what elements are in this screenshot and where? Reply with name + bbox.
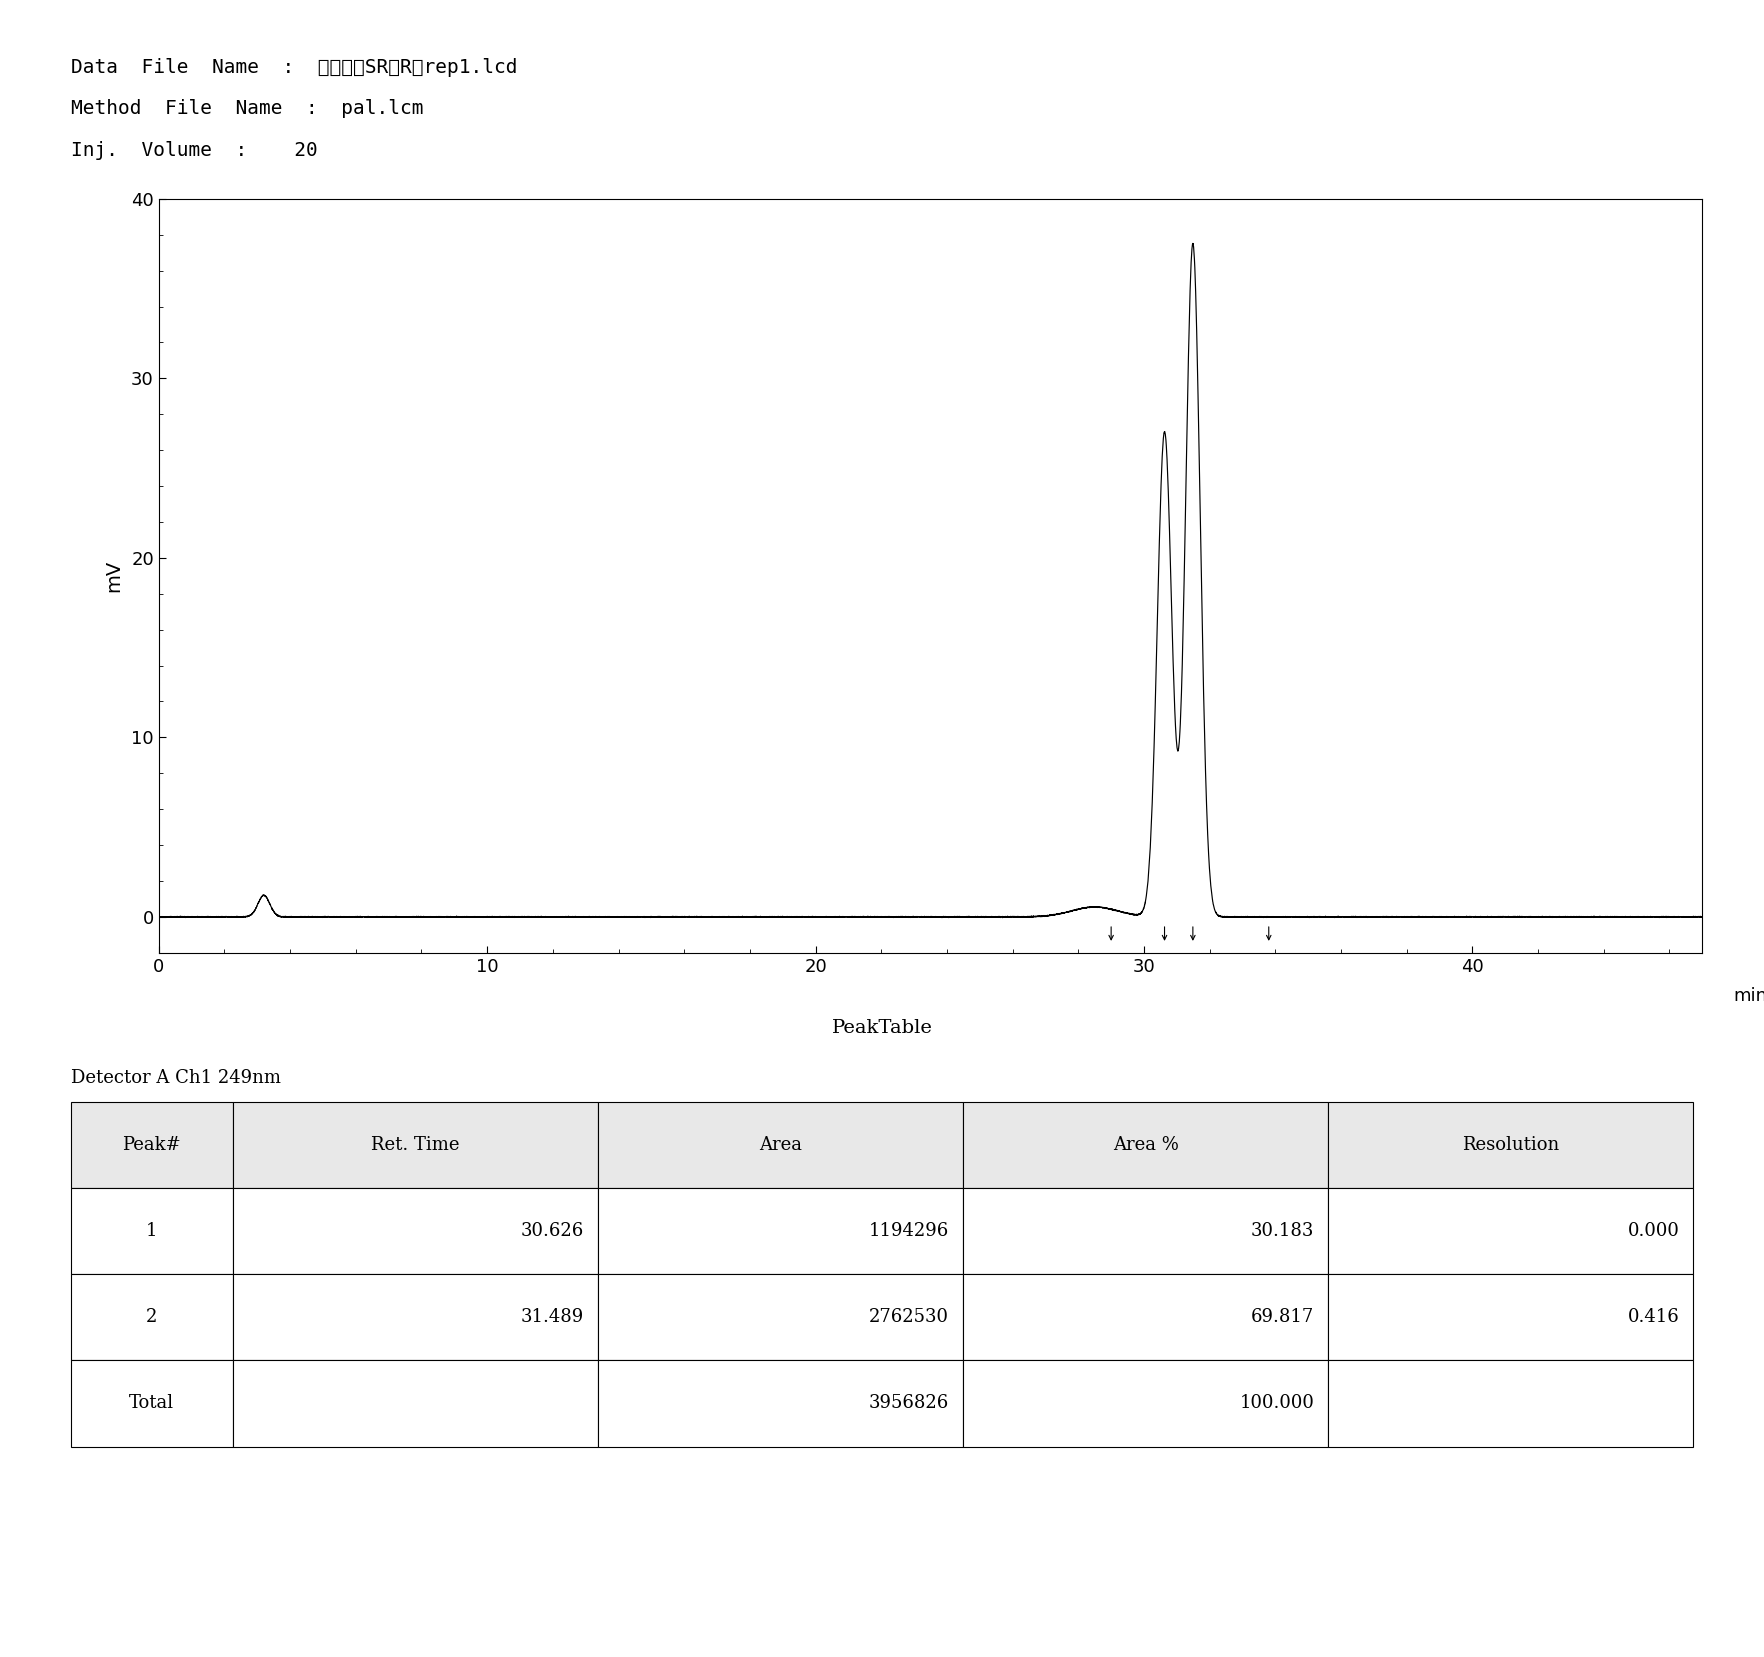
Text: Total: Total [129, 1395, 175, 1412]
Text: 0.000: 0.000 [1628, 1223, 1679, 1239]
Text: Peak#: Peak# [122, 1137, 182, 1153]
Y-axis label: mV: mV [104, 560, 123, 592]
Text: 30.626: 30.626 [520, 1223, 584, 1239]
Text: min: min [1732, 986, 1764, 1004]
Text: 1194296: 1194296 [870, 1223, 949, 1239]
Text: 100.000: 100.000 [1240, 1395, 1314, 1412]
Text: Resolution: Resolution [1462, 1137, 1559, 1153]
Text: 3956826: 3956826 [870, 1395, 949, 1412]
Text: 2: 2 [146, 1309, 157, 1326]
Text: Inj.  Volume  :    20: Inj. Volume : 20 [71, 141, 318, 159]
Text: 31.489: 31.489 [520, 1309, 584, 1326]
Text: Area %: Area % [1113, 1137, 1178, 1153]
Text: Area: Area [759, 1137, 803, 1153]
Text: Detector A Ch1 249nm: Detector A Ch1 249nm [71, 1069, 280, 1087]
Text: 30.183: 30.183 [1251, 1223, 1314, 1239]
Text: Method  File  Name  :  pal.lcm: Method File Name : pal.lcm [71, 99, 423, 118]
Text: PeakTable: PeakTable [831, 1019, 933, 1037]
Text: Ret. Time: Ret. Time [370, 1137, 460, 1153]
Text: 2762530: 2762530 [870, 1309, 949, 1326]
Text: 69.817: 69.817 [1251, 1309, 1314, 1326]
Text: Data  File  Name  :  手性柱（SR，R）rep1.lcd: Data File Name : 手性柱（SR，R）rep1.lcd [71, 58, 517, 76]
Text: 1: 1 [146, 1223, 157, 1239]
Text: 0.416: 0.416 [1628, 1309, 1679, 1326]
